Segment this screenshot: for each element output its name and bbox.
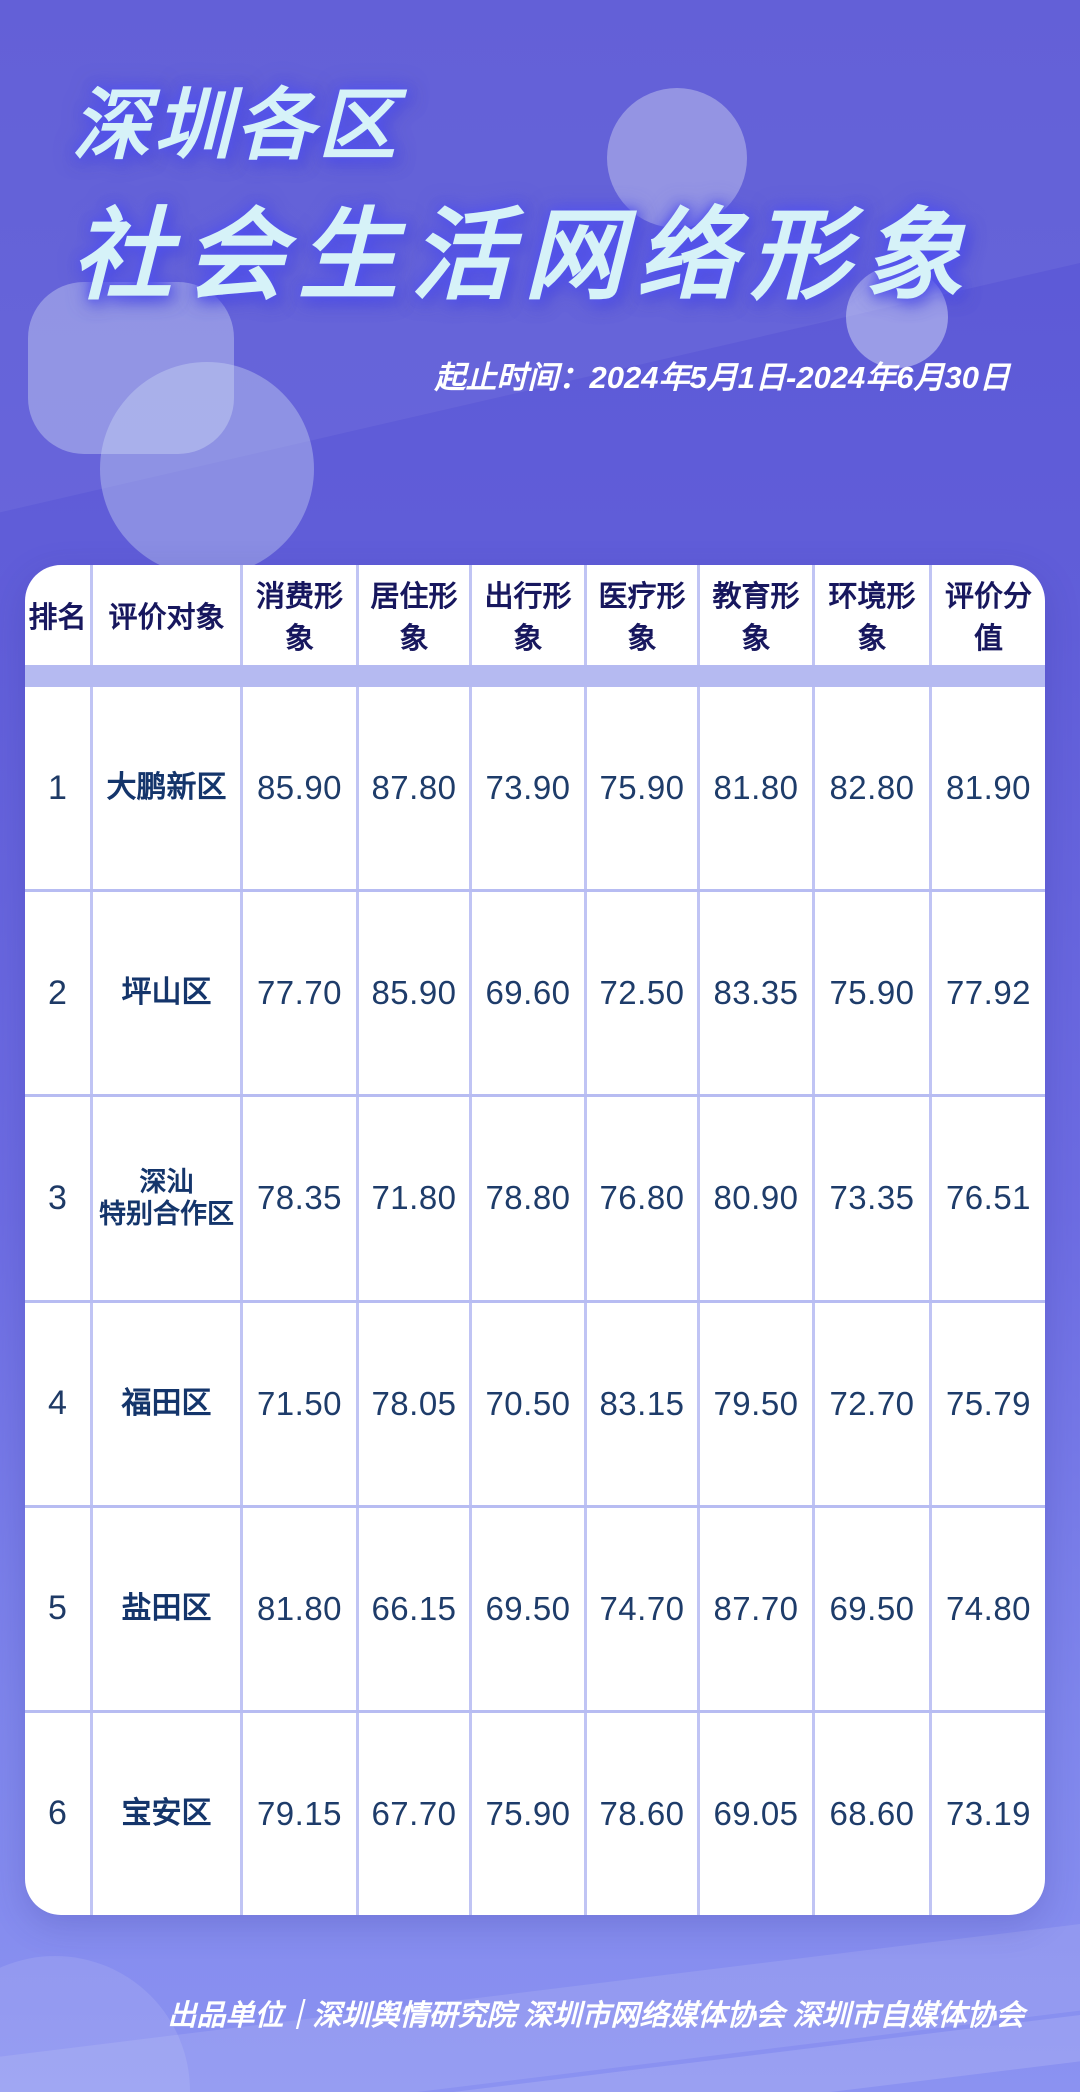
score-cell: 74.70 xyxy=(587,1507,700,1710)
table-row: 2 坪山区 77.70 85.90 69.60 72.50 83.35 75.90 77.92 xyxy=(25,892,1045,1098)
score-cell: 67.70 xyxy=(359,1712,472,1915)
score-cell: 66.15 xyxy=(359,1507,472,1710)
score-cell: 75.90 xyxy=(815,892,932,1095)
score-cell: 87.80 xyxy=(359,687,472,890)
table-row: 6 宝安区 79.15 67.70 75.90 78.60 69.05 68.60 73.19 xyxy=(25,1712,1045,1915)
table-row: 1 大鹏新区 85.90 87.80 73.90 75.90 81.80 82.80 81.90 xyxy=(25,687,1045,893)
column-header: 评价分值 xyxy=(944,581,1032,655)
score-cell: 75.90 xyxy=(587,687,700,890)
score-cell: 83.15 xyxy=(587,1302,700,1505)
score-cell: 80.90 xyxy=(700,1097,815,1300)
period-label: 起止时间：2024年5月1日-2024年6月30日 xyxy=(434,360,1010,395)
district-name-cell: 福田区 xyxy=(93,1302,243,1505)
table-body: 1 大鹏新区 85.90 87.80 73.90 75.90 81.80 82.80 81.90… xyxy=(25,687,1045,1915)
score-cell: 77.92 xyxy=(945,974,1032,1012)
score-cell: 71.80 xyxy=(359,1097,472,1300)
district-name-cell: 大鹏新区 xyxy=(93,687,243,890)
score-cell: 81.90 xyxy=(945,769,1032,807)
score-cell: 73.35 xyxy=(815,1097,932,1300)
score-cell: 69.50 xyxy=(815,1507,932,1710)
column-header: 环境形象 xyxy=(815,565,932,665)
score-cell: 70.50 xyxy=(472,1302,587,1505)
score-cell: 73.90 xyxy=(472,687,587,890)
score-cell: 79.15 xyxy=(243,1712,359,1915)
rank-cell: 3 xyxy=(25,1097,93,1300)
title-line-2: 社会生活网络形象 xyxy=(72,200,976,312)
title-line-1: 深圳各区 xyxy=(72,81,401,169)
score-cell: 75.79 xyxy=(945,1384,1032,1422)
score-cell: 78.05 xyxy=(359,1302,472,1505)
district-name-cell: 坪山区 xyxy=(93,892,243,1095)
table-row: 4 福田区 71.50 78.05 70.50 83.15 79.50 72.70 75.79 xyxy=(25,1302,1045,1508)
score-cell: 82.80 xyxy=(815,687,932,890)
rank-cell: 1 xyxy=(25,687,93,890)
score-cell: 85.90 xyxy=(359,892,472,1095)
score-cell: 72.50 xyxy=(587,892,700,1095)
score-cell: 75.90 xyxy=(472,1712,587,1915)
district-name-cell: 盐田区 xyxy=(93,1507,243,1710)
decor-circle-left xyxy=(100,362,314,576)
header-divider-band xyxy=(25,665,1045,687)
score-cell: 68.60 xyxy=(815,1712,932,1915)
score-cell: 69.60 xyxy=(472,892,587,1095)
column-header: 出行形象 xyxy=(472,565,587,665)
rank-cell: 6 xyxy=(25,1712,93,1915)
score-cell: 78.80 xyxy=(472,1097,587,1300)
score-cell: 81.80 xyxy=(700,687,815,890)
score-cell: 83.35 xyxy=(700,892,815,1095)
column-header: 排名 xyxy=(25,565,93,665)
score-cell: 81.80 xyxy=(243,1507,359,1710)
column-header: 居住形象 xyxy=(359,565,472,665)
column-header: 医疗形象 xyxy=(587,565,700,665)
score-cell: 69.50 xyxy=(472,1507,587,1710)
district-name-cell: 宝安区 xyxy=(93,1712,243,1915)
rank-cell: 5 xyxy=(25,1507,93,1710)
score-cell: 74.80 xyxy=(945,1589,1032,1627)
footer-credit: 出品单位｜深圳舆情研究院 深圳市网络媒体协会 深圳市自媒体协会 xyxy=(167,2000,1025,2032)
rank-cell: 4 xyxy=(25,1302,93,1505)
score-cell: 71.50 xyxy=(243,1302,359,1505)
column-header: 评价对象 xyxy=(93,565,243,665)
district-name-cell: 深汕 特别合作区 xyxy=(93,1097,243,1300)
score-cell: 78.60 xyxy=(587,1712,700,1915)
rank-cell: 2 xyxy=(25,892,93,1095)
score-cell: 77.70 xyxy=(243,892,359,1095)
table-row: 5 盐田区 81.80 66.15 69.50 74.70 87.70 69.50 74.80 xyxy=(25,1507,1045,1713)
score-cell: 78.35 xyxy=(243,1097,359,1300)
score-cell: 87.70 xyxy=(700,1507,815,1710)
score-cell: 76.80 xyxy=(587,1097,700,1300)
score-cell: 85.90 xyxy=(243,687,359,890)
score-cell: 73.19 xyxy=(945,1794,1032,1832)
score-cell: 72.70 xyxy=(815,1302,932,1505)
column-header: 消费形象 xyxy=(243,565,359,665)
table-header-row: 排名 评价对象 消费形象 居住形象 出行形象 医疗形象 教育形象 环境形象 评价分值 xyxy=(25,565,1045,665)
score-table-card: 排名 评价对象 消费形象 居住形象 出行形象 医疗形象 教育形象 环境形象 评价分值 1 大鹏新区… xyxy=(25,565,1045,1915)
score-cell: 76.51 xyxy=(945,1179,1032,1217)
table-row: 3 深汕 特别合作区 78.35 71.80 78.80 76.80 80.90 73.35 76… xyxy=(25,1097,1045,1303)
title-block: 深圳各区 社会生活网络形象 xyxy=(72,86,976,306)
column-header: 教育形象 xyxy=(700,565,815,665)
score-cell: 79.50 xyxy=(700,1302,815,1505)
score-cell: 69.05 xyxy=(700,1712,815,1915)
